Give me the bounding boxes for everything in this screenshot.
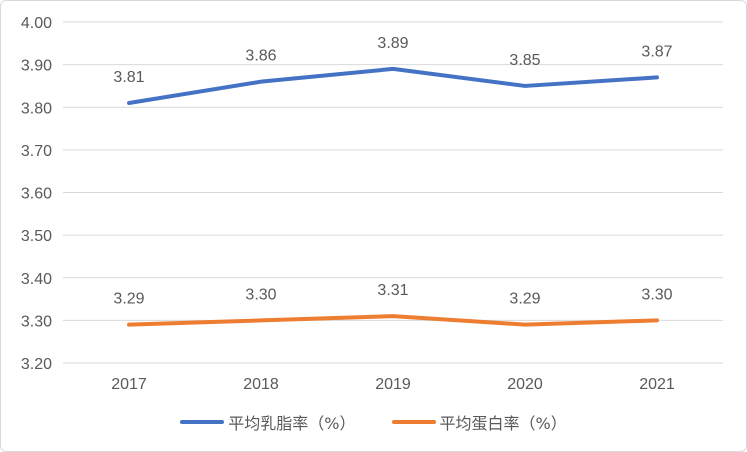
x-tick-label: 2017 bbox=[111, 376, 147, 393]
legend-line-fat bbox=[180, 420, 225, 424]
legend-label-fat: 平均乳脂率（%） bbox=[228, 414, 356, 433]
legend-line-protein bbox=[391, 420, 436, 424]
legend-item-protein: 平均蛋白率（%） bbox=[391, 410, 567, 434]
data-label: 3.81 bbox=[113, 69, 144, 86]
y-tick-label: 3.40 bbox=[21, 271, 52, 288]
data-label: 3.31 bbox=[377, 282, 408, 299]
legend-label-protein: 平均蛋白率（%） bbox=[439, 414, 567, 433]
data-label: 3.89 bbox=[377, 35, 408, 52]
y-tick-label: 3.60 bbox=[21, 186, 52, 203]
x-tick-label: 2020 bbox=[507, 376, 543, 393]
y-tick-label: 3.20 bbox=[21, 356, 52, 373]
y-tick-label: 3.80 bbox=[21, 100, 52, 117]
data-label: 3.87 bbox=[641, 43, 672, 60]
y-tick-label: 3.70 bbox=[21, 143, 52, 160]
x-tick-label: 2021 bbox=[639, 376, 675, 393]
y-tick-label: 3.50 bbox=[21, 228, 52, 245]
data-label: 3.30 bbox=[245, 286, 276, 303]
data-label: 3.86 bbox=[245, 48, 276, 65]
data-label: 3.85 bbox=[509, 52, 540, 69]
x-tick-label: 2018 bbox=[243, 376, 279, 393]
data-label: 3.30 bbox=[641, 286, 672, 303]
y-tick-label: 4.00 bbox=[21, 15, 52, 32]
data-label: 3.29 bbox=[113, 291, 144, 308]
data-label: 3.29 bbox=[509, 291, 540, 308]
x-tick-label: 2019 bbox=[375, 376, 411, 393]
legend-item-fat: 平均乳脂率（%） bbox=[180, 410, 356, 434]
y-tick-label: 3.30 bbox=[21, 313, 52, 330]
series-line-0 bbox=[127, 66, 659, 105]
y-tick-label: 3.90 bbox=[21, 58, 52, 75]
legend: 平均乳脂率（%） 平均蛋白率（%） bbox=[0, 410, 747, 434]
